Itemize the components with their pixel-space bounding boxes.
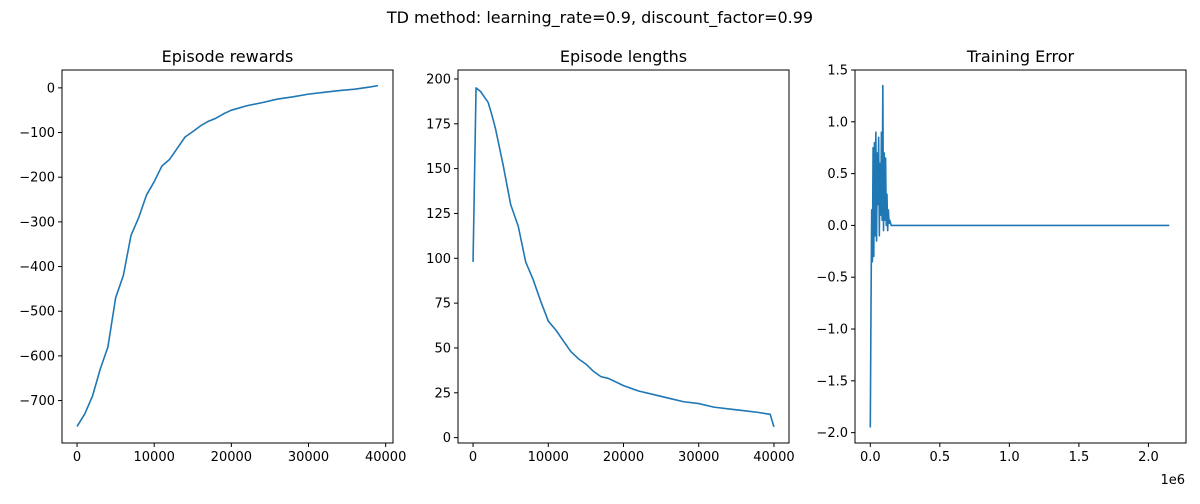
x-offset-label: 1e6 bbox=[1160, 473, 1185, 488]
y-tick-label: 175 bbox=[426, 117, 451, 132]
y-tick-label: −700 bbox=[19, 394, 55, 409]
x-tick-label: 30000 bbox=[678, 450, 719, 465]
x-tick-label: 2.0 bbox=[1138, 450, 1159, 465]
x-tick-label: 20000 bbox=[211, 450, 252, 465]
y-tick-label: −2.0 bbox=[816, 426, 848, 441]
x-tick-label: 0.0 bbox=[860, 450, 881, 465]
x-tick-label: 40000 bbox=[753, 450, 794, 465]
chart-episode-rewards: Episode rewards 0 10000 20000 30000 40000 0 −1… bbox=[19, 47, 406, 465]
y-tick-label: 50 bbox=[434, 341, 451, 356]
y-tick-label: 1.5 bbox=[827, 64, 848, 79]
series-line bbox=[76, 84, 379, 427]
x-tick-label: 1.0 bbox=[999, 450, 1020, 465]
y-tick-label: 0.0 bbox=[827, 219, 848, 234]
y-tick-label: −0.5 bbox=[816, 271, 848, 286]
y-tick-label: −1.0 bbox=[816, 323, 848, 338]
y-tick-label: −1.5 bbox=[816, 374, 848, 389]
y-tick-label: −200 bbox=[19, 171, 55, 186]
y-tick-label: −400 bbox=[19, 260, 55, 275]
y-tick-label: 125 bbox=[426, 207, 451, 222]
chart-title: Training Error bbox=[966, 47, 1075, 66]
x-tick-label: 20000 bbox=[603, 450, 644, 465]
y-tick-label: −100 bbox=[19, 126, 55, 141]
plot-frame bbox=[457, 69, 790, 444]
x-tick-label: 0 bbox=[469, 450, 477, 465]
y-tick-label: 150 bbox=[426, 162, 451, 177]
chart-training-error: Training Error 1e6 0.0 0.5 1.0 1.5 2.0 1.5 1.0… bbox=[816, 47, 1187, 488]
x-tick-label: 30000 bbox=[288, 450, 329, 465]
y-tick-label: −500 bbox=[19, 305, 55, 320]
chart-episode-lengths: Episode lengths 0 10000 20000 30000 40000 0 25… bbox=[426, 47, 794, 465]
y-tick-label: −600 bbox=[19, 349, 55, 364]
series-line bbox=[472, 87, 775, 428]
figure-suptitle: TD method: learning_rate=0.9, discount_f… bbox=[386, 8, 813, 28]
y-tick-label: 100 bbox=[426, 252, 451, 267]
y-tick-label: 0.5 bbox=[827, 167, 848, 182]
series-line bbox=[869, 84, 1170, 428]
plot-frame bbox=[854, 69, 1187, 444]
x-tick-label: 10000 bbox=[528, 450, 569, 465]
chart-title: Episode lengths bbox=[560, 47, 687, 66]
x-tick-label: 0.5 bbox=[929, 450, 950, 465]
x-tick-label: 0 bbox=[73, 450, 81, 465]
chart-title: Episode rewards bbox=[162, 47, 294, 66]
y-tick-label: −300 bbox=[19, 215, 55, 230]
plot-frame bbox=[61, 69, 394, 444]
y-tick-label: 75 bbox=[434, 297, 451, 312]
x-tick-label: 40000 bbox=[365, 450, 406, 465]
x-tick-label: 10000 bbox=[134, 450, 175, 465]
y-tick-label: 0 bbox=[443, 431, 451, 446]
y-tick-label: 0 bbox=[47, 81, 55, 96]
x-tick-label: 1.5 bbox=[1069, 450, 1090, 465]
y-tick-label: 25 bbox=[434, 386, 451, 401]
y-tick-label: 200 bbox=[426, 72, 451, 87]
y-tick-label: 1.0 bbox=[827, 115, 848, 130]
